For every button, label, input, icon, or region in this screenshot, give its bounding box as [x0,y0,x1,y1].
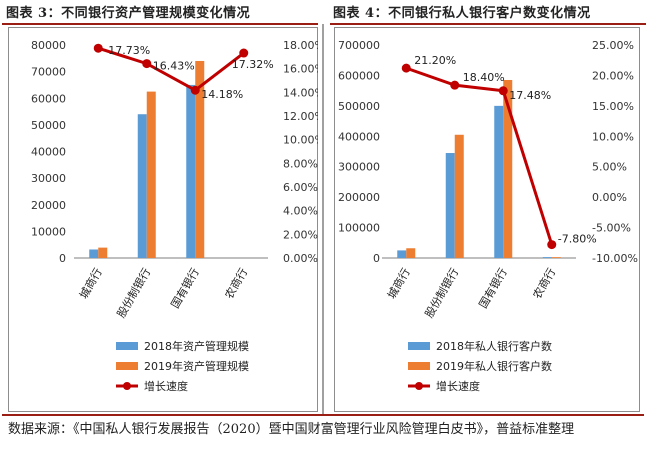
bottom-rule [2,414,644,416]
bar-2019 [551,257,561,258]
bar-2019 [454,134,464,258]
legend-label: 2019年私人银行客户数 [436,359,552,373]
y2-tick-label: 20.00% [592,69,634,82]
y-tick-label: 70000 [31,66,66,79]
right-chart-frame [334,27,640,412]
bar-2019 [406,248,416,258]
y-tick-label: 0 [373,252,380,265]
y-tick-label: 200000 [338,191,380,204]
y2-tick-label: -5.00% [592,222,631,235]
bar-2018 [89,249,99,258]
bar-2019 [146,91,156,258]
left-chart-frame [8,27,318,412]
legend-swatch-2018 [116,342,138,350]
growth-point [547,240,557,250]
category-label: 农商行 [530,266,559,302]
y2-tick-label: 5.00% [592,161,627,174]
growth-point [190,85,200,95]
y2-tick-label: 16.00% [283,63,318,76]
growth-point [401,63,411,73]
y2-tick-label: 0.00% [592,191,627,204]
y2-tick-label: 0.00% [283,252,318,265]
y-tick-label: 10000 [31,225,66,238]
bar-2019 [503,79,513,258]
growth-data-label: -7.80% [558,233,597,246]
legend-label: 2018年资产管理规模 [144,339,249,353]
y-tick-label: 20000 [31,199,66,212]
y-tick-label: 700000 [338,39,380,52]
growth-data-label: 17.73% [108,44,150,57]
y2-tick-label: 10.00% [283,134,318,147]
y2-tick-label: 2.00% [283,228,318,241]
growth-point [239,48,249,58]
y2-tick-label: 10.00% [592,130,634,143]
y2-tick-label: 12.00% [283,110,318,123]
right-chart-title: 图表 4：不同银行私人银行客户数变化情况 [333,6,591,21]
bar-2019 [98,247,108,258]
category-label: 城商行 [76,266,105,302]
category-label: 股份制银行 [114,266,154,321]
legend-label: 2018年私人银行客户数 [436,339,552,353]
growth-point [142,59,152,69]
bar-2018 [397,250,407,258]
legend-line-marker [415,382,423,390]
source-note: 数据来源：《中国私人银行发展报告（2020）暨中国财富管理行业风险管理白皮书》，… [8,422,575,437]
category-label: 农商行 [222,266,251,302]
growth-data-label: 17.32% [232,58,274,71]
y-tick-label: 80000 [31,39,66,52]
panel-divider [322,24,324,416]
growth-data-label: 21.20% [414,54,456,67]
legend-label: 2019年资产管理规模 [144,359,249,373]
legend-label: 增长速度 [436,379,480,393]
bar-2018 [542,257,552,258]
y2-tick-label: 8.00% [283,157,318,170]
right-title-rule [330,23,646,25]
y-tick-label: 0 [59,252,66,265]
bar-2018 [137,114,147,258]
y-tick-label: 50000 [31,119,66,132]
category-label: 国有银行 [476,266,510,311]
y2-tick-label: 6.00% [283,181,318,194]
y-tick-label: 600000 [338,69,380,82]
legend-swatch-2019 [116,362,138,370]
growth-data-label: 14.18% [201,88,243,101]
legend-label: 增长速度 [144,379,188,393]
asset-scale-chart: 0 10000 20000 30000 40000 50000 60000 70000 8000… [31,39,318,393]
bar-2018 [494,105,504,258]
growth-data-label: 17.48% [509,89,551,102]
y-tick-label: 300000 [338,161,380,174]
y2-tick-label: 4.00% [283,205,318,218]
category-label: 城商行 [384,266,413,302]
legend-swatch-2018 [408,342,430,350]
growth-data-label: 16.43% [153,60,195,73]
growth-line [97,46,245,92]
left-chart-title: 图表 3：不同银行资产管理规模变化情况 [6,6,251,21]
legend-line-marker [123,382,131,390]
bar-2019 [195,60,205,258]
y-tick-label: 40000 [31,146,66,159]
y-tick-label: 400000 [338,130,380,143]
y-tick-label: 500000 [338,100,380,113]
growth-point [93,43,103,53]
y-tick-label: 30000 [31,172,66,185]
client-count-chart: 0 100000 200000 300000 400000 500000 600000 700… [338,39,638,393]
bar-2018 [445,153,455,258]
growth-line [405,66,554,246]
y2-tick-label: 15.00% [592,100,634,113]
growth-point [450,80,460,90]
growth-point [498,86,508,96]
category-label: 股份制银行 [422,266,462,321]
category-label: 国有银行 [168,266,202,311]
y2-tick-label: 14.00% [283,86,318,99]
left-title-rule [2,23,318,25]
y2-tick-label: 25.00% [592,39,634,52]
y-tick-label: 60000 [31,92,66,105]
bar-2018 [186,84,196,258]
y2-tick-label: -10.00% [592,252,638,265]
y2-tick-label: 18.00% [283,39,318,52]
legend-swatch-2019 [408,362,430,370]
growth-data-label: 18.40% [463,71,505,84]
y-tick-label: 100000 [338,222,380,235]
